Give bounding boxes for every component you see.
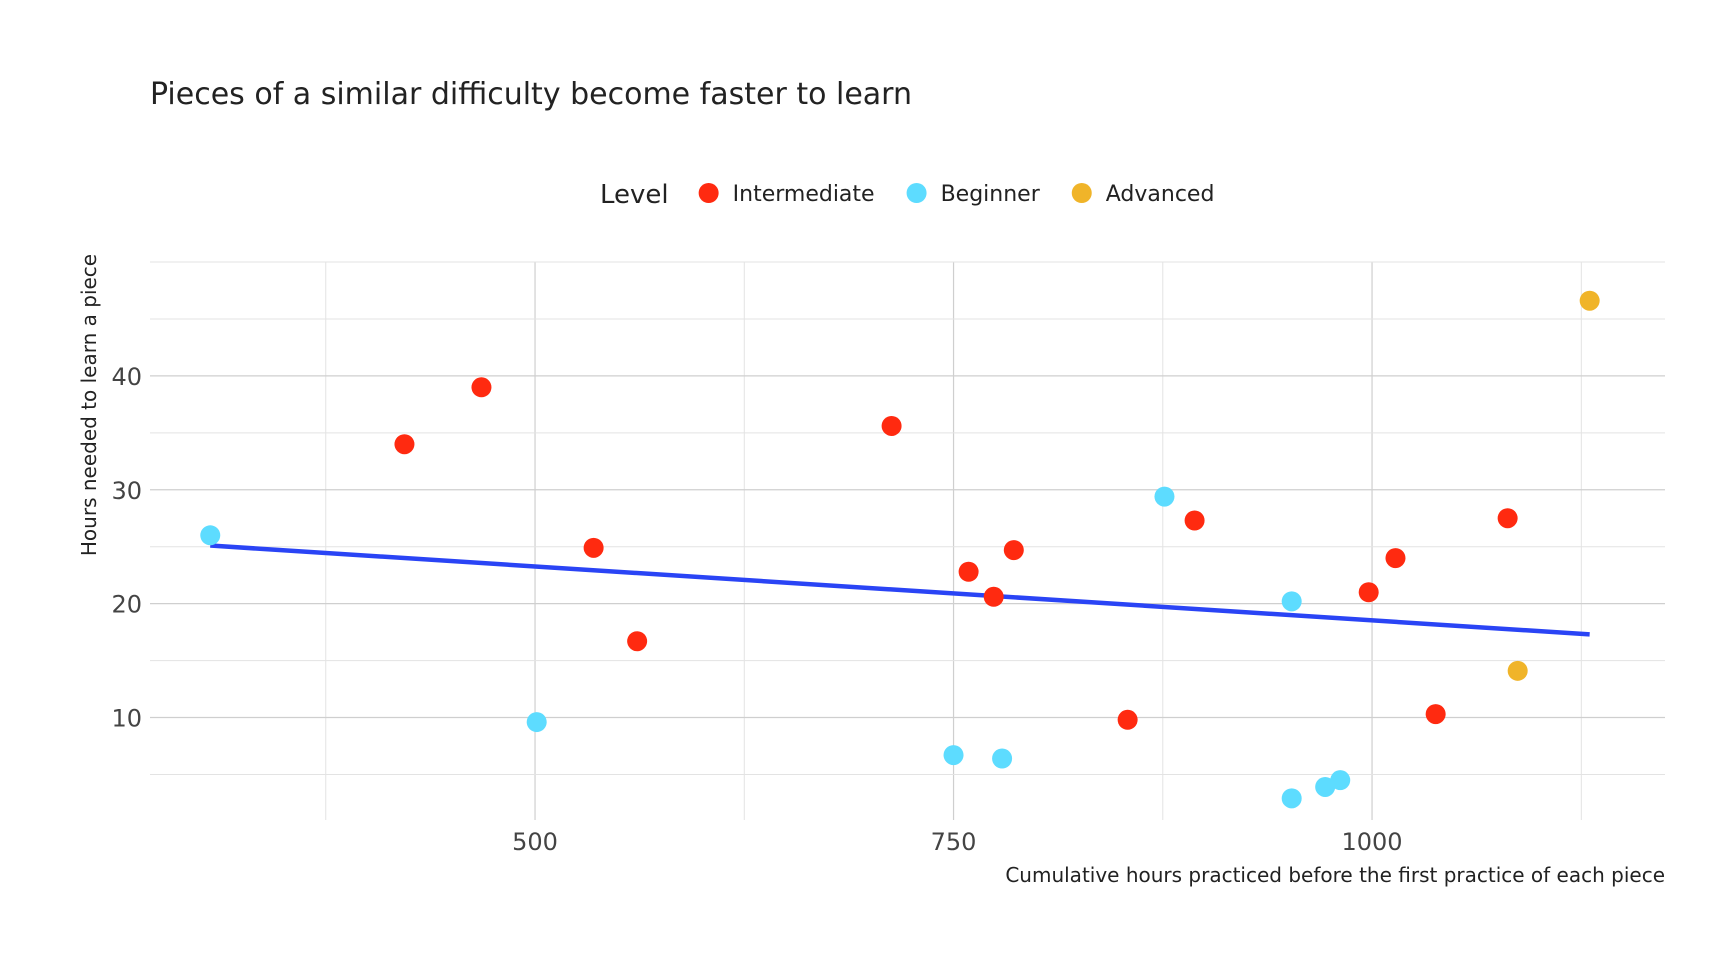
data-point-intermediate (1003, 540, 1024, 561)
legend-label-beginner: Beginner (941, 182, 1041, 207)
data-point-beginner (200, 525, 221, 546)
legend-title: Level (600, 180, 669, 210)
data-point-beginner (1330, 770, 1351, 791)
y-tick-label: 30 (111, 477, 142, 505)
grid (150, 261, 1665, 820)
data-point-intermediate (627, 631, 648, 652)
legend-label-intermediate: Intermediate (733, 182, 875, 207)
chart-title: Pieces of a similar difficulty become fa… (150, 77, 912, 112)
y-tick-label: 10 (111, 705, 142, 733)
x-tick-label: 1000 (1342, 828, 1403, 856)
data-point-intermediate (583, 537, 604, 558)
series-advanced (1507, 290, 1600, 681)
data-point-advanced (1579, 290, 1600, 311)
legend-swatch-beginner (906, 183, 927, 203)
legend-entries: Intermediate Beginner Advanced (698, 182, 1215, 207)
data-point-beginner (1281, 788, 1302, 809)
series-intermediate (394, 377, 1518, 730)
data-point-intermediate (1358, 582, 1379, 603)
legend-swatch-intermediate (698, 183, 719, 203)
data-point-beginner (1315, 776, 1336, 797)
data-point-intermediate (1497, 508, 1518, 529)
data-point-intermediate (983, 586, 1004, 607)
y-axis-label: Hours needed to learn a piece (77, 254, 101, 556)
legend-swatch-advanced (1071, 183, 1092, 203)
data-point-intermediate (394, 434, 415, 455)
data-point-intermediate (1184, 510, 1205, 531)
x-tick-label: 500 (512, 828, 558, 856)
data-point-intermediate (958, 561, 979, 582)
data-points (200, 290, 1600, 809)
trend-line (210, 543, 1590, 637)
data-point-intermediate (471, 377, 492, 398)
data-point-advanced (1507, 660, 1528, 681)
plot-area: 10 20 30 40 500 750 1000 (111, 261, 1665, 856)
data-point-beginner (1154, 486, 1175, 507)
data-point-intermediate (881, 415, 902, 436)
data-point-intermediate (1425, 704, 1446, 725)
data-point-beginner (943, 745, 964, 766)
data-point-beginner (1281, 591, 1302, 612)
legend-label-advanced: Advanced (1106, 182, 1215, 207)
data-point-intermediate (1385, 548, 1406, 569)
y-axis-ticks: 10 20 30 40 (111, 363, 142, 733)
y-tick-label: 20 (111, 591, 142, 619)
legend: Level Intermediate Beginner Advanced (600, 180, 1214, 210)
x-axis-ticks: 500 750 1000 (512, 828, 1402, 856)
data-point-intermediate (1117, 709, 1138, 730)
data-point-beginner (526, 712, 547, 733)
series-beginner (200, 486, 1351, 809)
x-tick-label: 750 (931, 828, 977, 856)
data-point-beginner (992, 748, 1013, 769)
x-axis-label: Cumulative hours practiced before the fi… (1005, 863, 1665, 887)
y-tick-label: 40 (111, 363, 142, 391)
